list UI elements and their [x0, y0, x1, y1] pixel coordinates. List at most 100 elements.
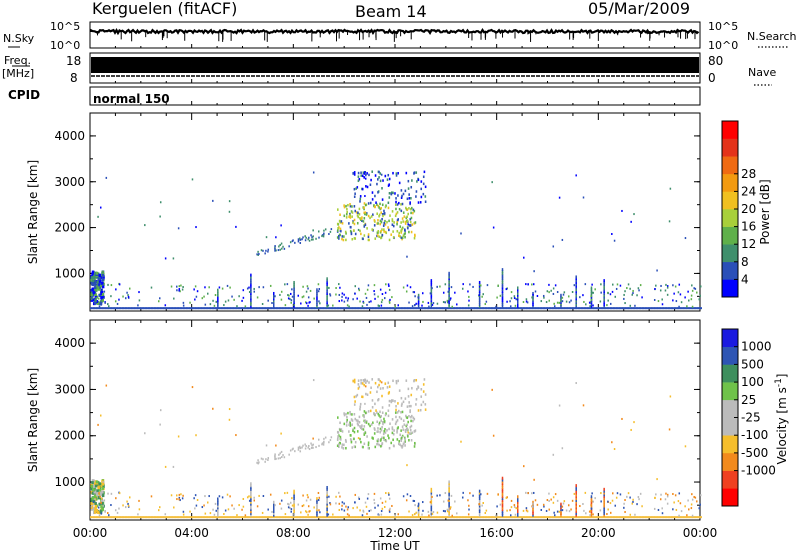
power-colorbar-cell — [722, 279, 738, 298]
velocity-cell — [228, 408, 231, 411]
power-cell — [556, 301, 559, 304]
velocity-cell — [558, 404, 561, 407]
velocity-cell — [401, 446, 403, 449]
velocity-cell — [279, 452, 281, 455]
velocity-cell — [330, 516, 333, 519]
velocity-cell — [363, 442, 366, 446]
power-cell — [605, 307, 608, 310]
power-cell — [309, 301, 311, 304]
power-cell — [397, 304, 399, 307]
power-cell — [347, 297, 350, 300]
velocity-cell — [536, 503, 539, 506]
power-cell — [590, 304, 593, 308]
power-cell — [404, 222, 407, 225]
velocity-cell — [213, 516, 216, 519]
power-cell — [348, 215, 350, 218]
velocity-cell — [97, 492, 100, 496]
power-cell — [380, 207, 382, 210]
velocity-cell — [343, 413, 346, 417]
power-cell — [573, 284, 576, 287]
power-cell — [691, 289, 694, 292]
velocity-cell — [297, 446, 300, 449]
velocity-cell — [625, 516, 628, 519]
velocity-cell — [321, 443, 323, 446]
velocity-cell — [363, 415, 365, 419]
velocity-cell — [573, 492, 576, 495]
power-cell — [214, 294, 217, 297]
velocity-cell — [373, 412, 375, 416]
power-cell — [138, 291, 140, 294]
velocity-cell — [607, 508, 609, 511]
velocity-cell — [387, 516, 390, 519]
power-cell — [383, 297, 386, 300]
power-cell — [373, 224, 376, 227]
power-cell — [217, 290, 219, 294]
power-cell — [380, 229, 382, 233]
power-cell — [312, 307, 315, 310]
velocity-cell — [603, 502, 605, 506]
power-cell — [343, 205, 346, 209]
velocity-cell — [590, 513, 593, 517]
velocity-cell — [329, 516, 332, 519]
power-cell — [404, 307, 407, 310]
velocity-cell — [282, 454, 284, 457]
velocity-cell — [645, 516, 648, 519]
power-cell — [594, 307, 597, 310]
power-cell — [275, 236, 277, 239]
velocity-cell — [284, 513, 287, 516]
velocity-cell — [530, 516, 533, 519]
power-cell — [261, 302, 264, 305]
power-cell — [294, 241, 296, 244]
power-cell — [590, 295, 592, 298]
power-cell — [377, 219, 379, 222]
power-cell — [177, 227, 180, 230]
velocity-cell — [338, 443, 340, 446]
power-cell — [484, 303, 487, 306]
power-cell — [340, 307, 343, 310]
velocity-cell — [186, 516, 189, 519]
power-cell — [294, 307, 297, 310]
velocity-cell — [607, 500, 609, 503]
velocity-cell — [275, 444, 277, 447]
power-cell — [536, 307, 539, 310]
velocity-cell — [247, 516, 250, 519]
power-cell — [204, 307, 207, 310]
velocity-panel-frame — [89, 319, 701, 521]
velocity-cell — [233, 507, 235, 510]
power-cell — [295, 307, 298, 310]
power-cell — [337, 208, 339, 211]
power-cell — [672, 284, 674, 287]
velocity-cell — [178, 498, 180, 501]
velocity-cell — [221, 496, 224, 499]
velocity-cell — [161, 516, 164, 519]
power-cell — [234, 307, 237, 310]
velocity-cell — [615, 496, 618, 499]
power-cell — [372, 213, 374, 216]
power-cell — [496, 296, 498, 299]
velocity-cell — [407, 395, 410, 398]
velocity-cell — [318, 516, 321, 519]
power-cell — [339, 227, 342, 231]
power-cell — [636, 294, 638, 297]
power-cell — [616, 307, 619, 310]
power-cell — [293, 295, 295, 299]
power-cell — [361, 174, 364, 178]
velocity-cell — [138, 508, 141, 511]
velocity-cell — [452, 516, 455, 519]
power-cell — [388, 300, 391, 303]
velocity-cell — [405, 499, 408, 502]
velocity-cell — [269, 516, 272, 519]
velocity-cell — [116, 511, 119, 514]
velocity-cell — [672, 516, 675, 519]
velocity-cell — [340, 428, 343, 431]
power-cell — [314, 307, 317, 310]
power-cell — [542, 294, 545, 297]
power-cell — [157, 300, 160, 303]
velocity-cell — [273, 506, 275, 510]
velocity-cell — [460, 440, 462, 443]
velocity-cell — [529, 516, 532, 519]
power-cell — [635, 307, 638, 310]
velocity-cell — [448, 513, 450, 517]
velocity-cell — [164, 465, 167, 468]
